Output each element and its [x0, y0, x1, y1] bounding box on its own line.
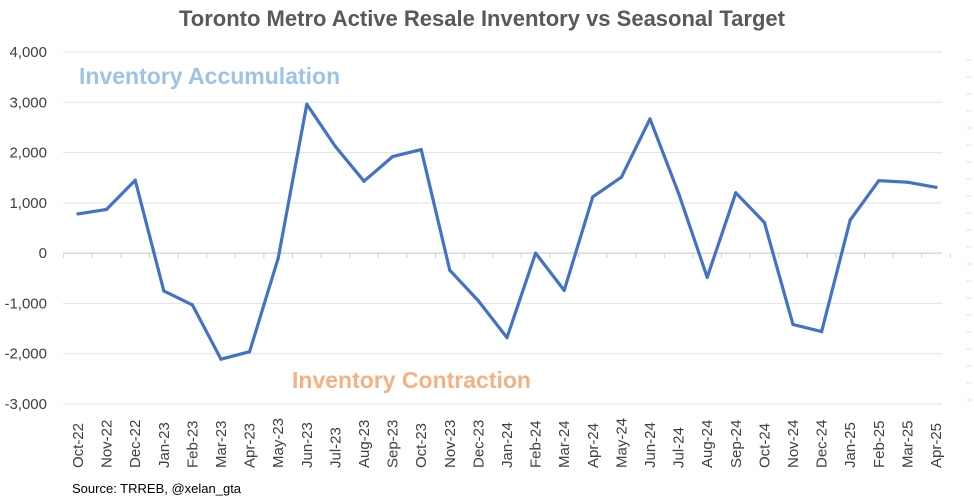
x-tick-label: Apr-24 — [585, 423, 602, 468]
data-point — [848, 218, 852, 222]
data-point — [820, 330, 824, 334]
x-tick-label: Sep-23 — [385, 420, 402, 468]
x-tick-label: Nov-23 — [442, 420, 459, 468]
y-axis: 4,000 3,000 2,000 1,000 0 -1,000 -2,000 -3,000 — [4, 44, 47, 413]
x-tick-label: Mar-25 — [899, 420, 916, 468]
annotation-contraction: Inventory Contraction — [292, 367, 531, 393]
x-tick-label: Oct-23 — [413, 423, 430, 468]
data-point — [391, 155, 395, 159]
data-point — [734, 191, 738, 195]
x-tick-label: Apr-25 — [928, 423, 945, 468]
data-point — [534, 251, 538, 255]
x-tick-label: Jan-25 — [842, 422, 859, 468]
x-tick-label: May-23 — [270, 418, 287, 468]
x-tick-label: Aug-24 — [699, 420, 716, 468]
data-point — [276, 256, 280, 260]
x-tick-label: Jul-24 — [671, 427, 688, 468]
data-point — [677, 191, 681, 195]
x-tick-label: Jan-23 — [156, 422, 173, 468]
grid-lines — [63, 51, 942, 405]
annotation-accumulation: Inventory Accumulation — [79, 63, 340, 89]
series-layer — [76, 102, 938, 361]
y-tick-label: 1,000 — [9, 195, 47, 212]
data-point — [905, 180, 910, 184]
data-point — [219, 357, 223, 361]
data-point — [591, 195, 595, 199]
data-point — [333, 144, 337, 149]
series-line — [76, 102, 938, 361]
x-tick-label: Oct-24 — [756, 423, 773, 468]
y-tick-label: 3,000 — [9, 94, 47, 111]
data-point — [619, 175, 624, 179]
data-point — [133, 178, 137, 182]
y-tick-label: 0 — [39, 245, 47, 262]
x-tick-label: Feb-25 — [871, 420, 888, 468]
x-tick-label: Sep-24 — [728, 420, 745, 468]
data-point — [705, 275, 709, 279]
x-tick-label: May-24 — [613, 418, 630, 468]
x-tick-label: Apr-23 — [242, 423, 259, 468]
y-tick-label: -1,000 — [4, 295, 47, 312]
data-point — [305, 102, 309, 106]
data-point — [248, 350, 252, 354]
data-point — [934, 185, 938, 189]
x-tick-label: Jun-24 — [642, 422, 659, 468]
x-tick-label: Feb-24 — [528, 420, 545, 468]
x-tick-label: Oct-22 — [70, 423, 87, 468]
y-tick-label: -3,000 — [4, 396, 47, 413]
data-point — [648, 117, 652, 121]
data-point — [190, 303, 194, 307]
data-point — [362, 179, 366, 183]
x-tick-label: Dec-24 — [814, 420, 831, 468]
data-point — [76, 212, 80, 216]
x-tick-label: Dec-22 — [127, 420, 144, 468]
chart-title: Toronto Metro Active Resale Inventory vs… — [179, 6, 786, 31]
data-point — [162, 289, 166, 293]
x-tick-label: Jun-23 — [299, 422, 316, 468]
x-tick-label: Nov-22 — [99, 420, 116, 468]
y-tick-label: 4,000 — [9, 44, 47, 61]
data-point — [419, 148, 423, 152]
data-point — [448, 268, 452, 272]
y-tick-label: 2,000 — [9, 145, 47, 162]
data-point — [877, 179, 881, 183]
x-axis: Oct-22 Nov-22 Dec-22 Jan-23 Feb-23 Mar-23 Apr-… — [63, 59, 972, 468]
x-tick-label: Aug-23 — [356, 420, 373, 468]
data-point — [791, 322, 795, 327]
x-tick-label: Mar-24 — [556, 420, 573, 468]
data-point — [562, 288, 566, 292]
source-note: Source: TRREB, @xelan_gta — [72, 481, 242, 496]
x-tick-label: Mar-23 — [213, 420, 230, 468]
data-point — [762, 220, 767, 225]
y-tick-label: -2,000 — [4, 346, 47, 363]
x-tick-label: Jul-23 — [327, 427, 344, 468]
x-tick-label: Feb-23 — [184, 420, 201, 468]
data-point — [105, 207, 109, 211]
data-point — [505, 336, 509, 340]
x-tick-label: Nov-24 — [785, 420, 802, 468]
data-point — [476, 299, 480, 303]
x-tick-label: Jan-24 — [499, 422, 516, 468]
x-tick-label: Dec-23 — [470, 420, 487, 468]
